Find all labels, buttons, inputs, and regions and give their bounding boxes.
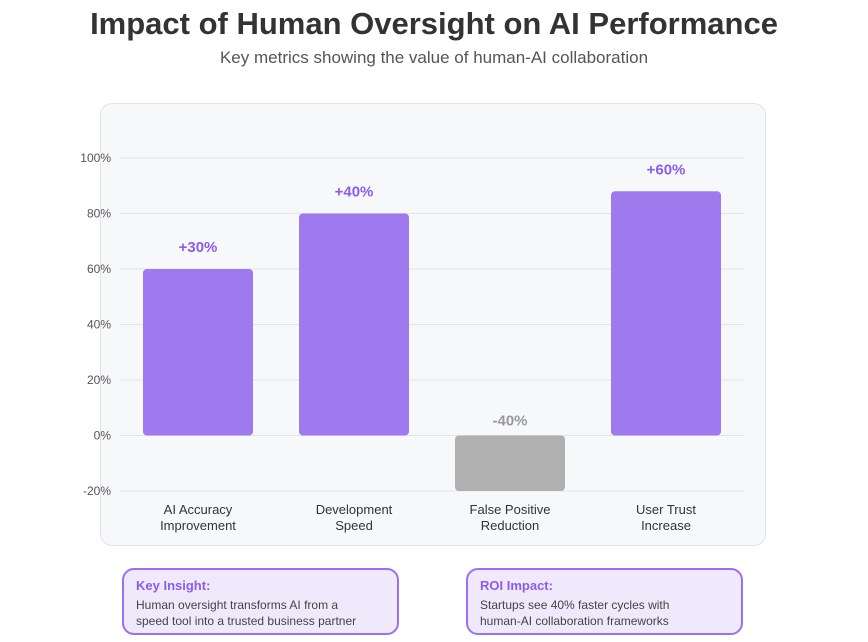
data-label: +60%: [647, 161, 686, 178]
chart-title: Impact of Human Oversight on AI Performa…: [90, 6, 778, 41]
data-label: -40%: [492, 413, 527, 430]
y-tick-label: 80%: [87, 207, 111, 221]
x-tick-label: User Trust: [636, 502, 696, 517]
roi-impact-text-line-2: human-AI collaboration frameworks: [480, 614, 669, 628]
roi-impact-title: ROI Impact:: [480, 578, 553, 593]
bar: [143, 269, 253, 436]
x-tick-label: False Positive: [470, 502, 551, 517]
x-tick-label: Development: [316, 502, 393, 517]
x-tick-label: Speed: [335, 518, 373, 533]
roi-impact-text-line-1: Startups see 40% faster cycles with: [480, 598, 670, 612]
key-insight-card: Key Insight: Human oversight transforms …: [122, 568, 399, 635]
y-tick-label: 20%: [87, 373, 111, 387]
chart-subtitle: Key metrics showing the value of human-A…: [219, 48, 649, 67]
x-tick-label: Improvement: [160, 518, 236, 533]
key-insight-text-line-2: speed tool into a trusted business partn…: [136, 614, 357, 628]
x-tick-label: AI Accuracy: [164, 502, 233, 517]
roi-impact-card: ROI Impact: Startups see 40% faster cycl…: [466, 568, 743, 635]
bar: [455, 435, 565, 491]
bar: [299, 213, 409, 436]
bar: [611, 191, 721, 436]
y-tick-label: 40%: [87, 318, 111, 332]
data-label: +30%: [179, 239, 218, 256]
key-insight-text-line-1: Human oversight transforms AI from a: [136, 598, 339, 612]
data-label: +40%: [335, 184, 374, 201]
y-tick-label: 100%: [80, 151, 111, 165]
y-tick-label: 0%: [94, 429, 112, 443]
x-tick-label: Increase: [641, 518, 691, 533]
y-tick-label: -20%: [83, 484, 111, 498]
y-tick-label: 60%: [87, 262, 111, 276]
key-insight-title: Key Insight:: [136, 578, 211, 593]
x-tick-label: Reduction: [481, 518, 540, 533]
bar-chart: -20% 0% 20% 40% 60% 80% 100% +30% AI AccuracyImp…: [80, 151, 744, 533]
